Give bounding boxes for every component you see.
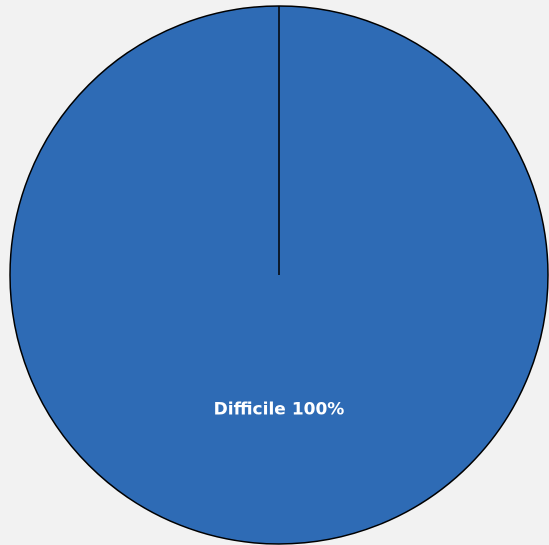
slice-value-label: 100% (292, 400, 345, 420)
slice-category: Difficile (214, 400, 286, 420)
slice-label: Difficile 100% (214, 400, 345, 420)
